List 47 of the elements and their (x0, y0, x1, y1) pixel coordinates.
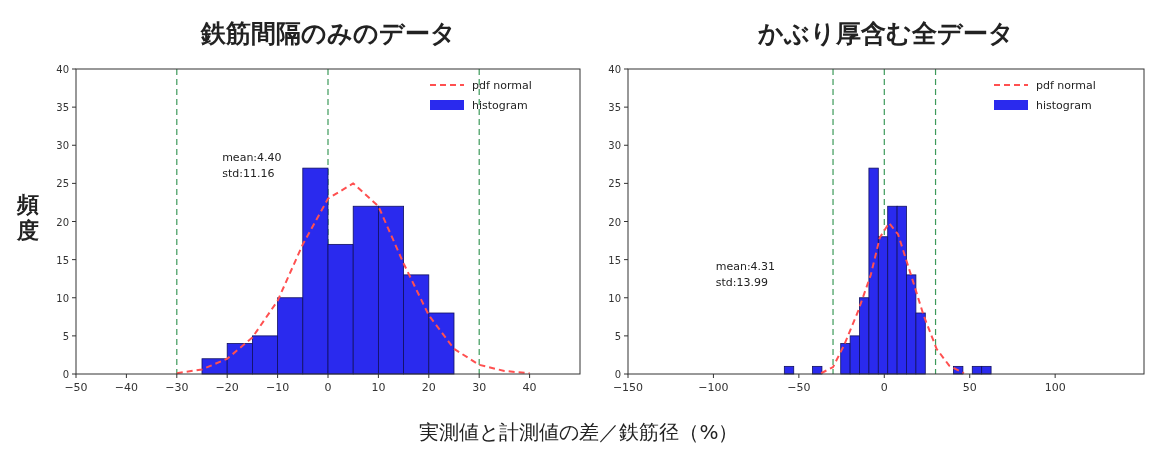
chart-title: かぶり厚含む全データ (757, 19, 1014, 48)
line-series (175, 182, 531, 375)
annotation: std:11.16 (222, 166, 275, 180)
x-tick-label: −50 (64, 381, 88, 394)
x-tick-label: −40 (114, 381, 139, 394)
x-tick-label: 0 (880, 381, 888, 394)
y-tick-label: 35 (608, 102, 621, 114)
legend-label: histogram (472, 99, 528, 112)
x-tick-label: −100 (698, 381, 729, 394)
x-tick-label: −20 (215, 381, 239, 394)
x-tick-label: −150 (612, 381, 644, 394)
x-tick-label: 20 (421, 381, 436, 394)
x-tick-label: −30 (165, 381, 189, 394)
chart-title: 鉄筋間隔のみのデータ (199, 19, 456, 48)
y-tick-label: 20 (56, 216, 69, 228)
legend-label: histogram (1036, 99, 1092, 112)
x-tick-label: 100 (1044, 381, 1066, 394)
y-axis-title: 頻度 (16, 191, 39, 243)
x-axis-title: 実測値と計測値の差／鉄筋径（%） (419, 420, 739, 444)
x-tick-label: −50 (787, 381, 811, 394)
y-tick-label: 40 (56, 64, 69, 75)
y-tick-label: 15 (608, 254, 621, 266)
y-tick-label: 30 (56, 140, 69, 152)
y-tick-label: 20 (608, 216, 621, 228)
annotation: mean:4.31 (715, 260, 776, 274)
y-tick-label: 10 (56, 292, 69, 304)
x-tick-label: 30 (472, 381, 487, 394)
legend-label: pdf normal (472, 79, 532, 92)
y-tick-label: 0 (62, 369, 69, 380)
y-tick-label: 5 (614, 330, 621, 342)
x-tick-label: 40 (522, 381, 537, 394)
x-tick-label: 10 (371, 381, 386, 394)
y-tick-label: 25 (56, 178, 69, 190)
y-tick-label: 30 (608, 140, 621, 152)
y-tick-label: 0 (614, 369, 621, 380)
annotation: std:13.99 (715, 276, 768, 290)
x-tick-label: 50 (962, 381, 977, 394)
y-tick-label: 40 (608, 64, 621, 75)
x-tick-label: −10 (265, 381, 290, 394)
x-tick-label: 0 (324, 381, 332, 394)
y-tick-label: 10 (608, 292, 621, 304)
y-tick-label: 5 (62, 330, 69, 342)
y-tick-label: 25 (608, 178, 621, 190)
legend-label: pdf normal (1036, 79, 1096, 92)
y-tick-label: 15 (56, 254, 69, 266)
y-tick-label: 35 (56, 102, 69, 114)
annotation: mean:4.40 (222, 150, 282, 164)
